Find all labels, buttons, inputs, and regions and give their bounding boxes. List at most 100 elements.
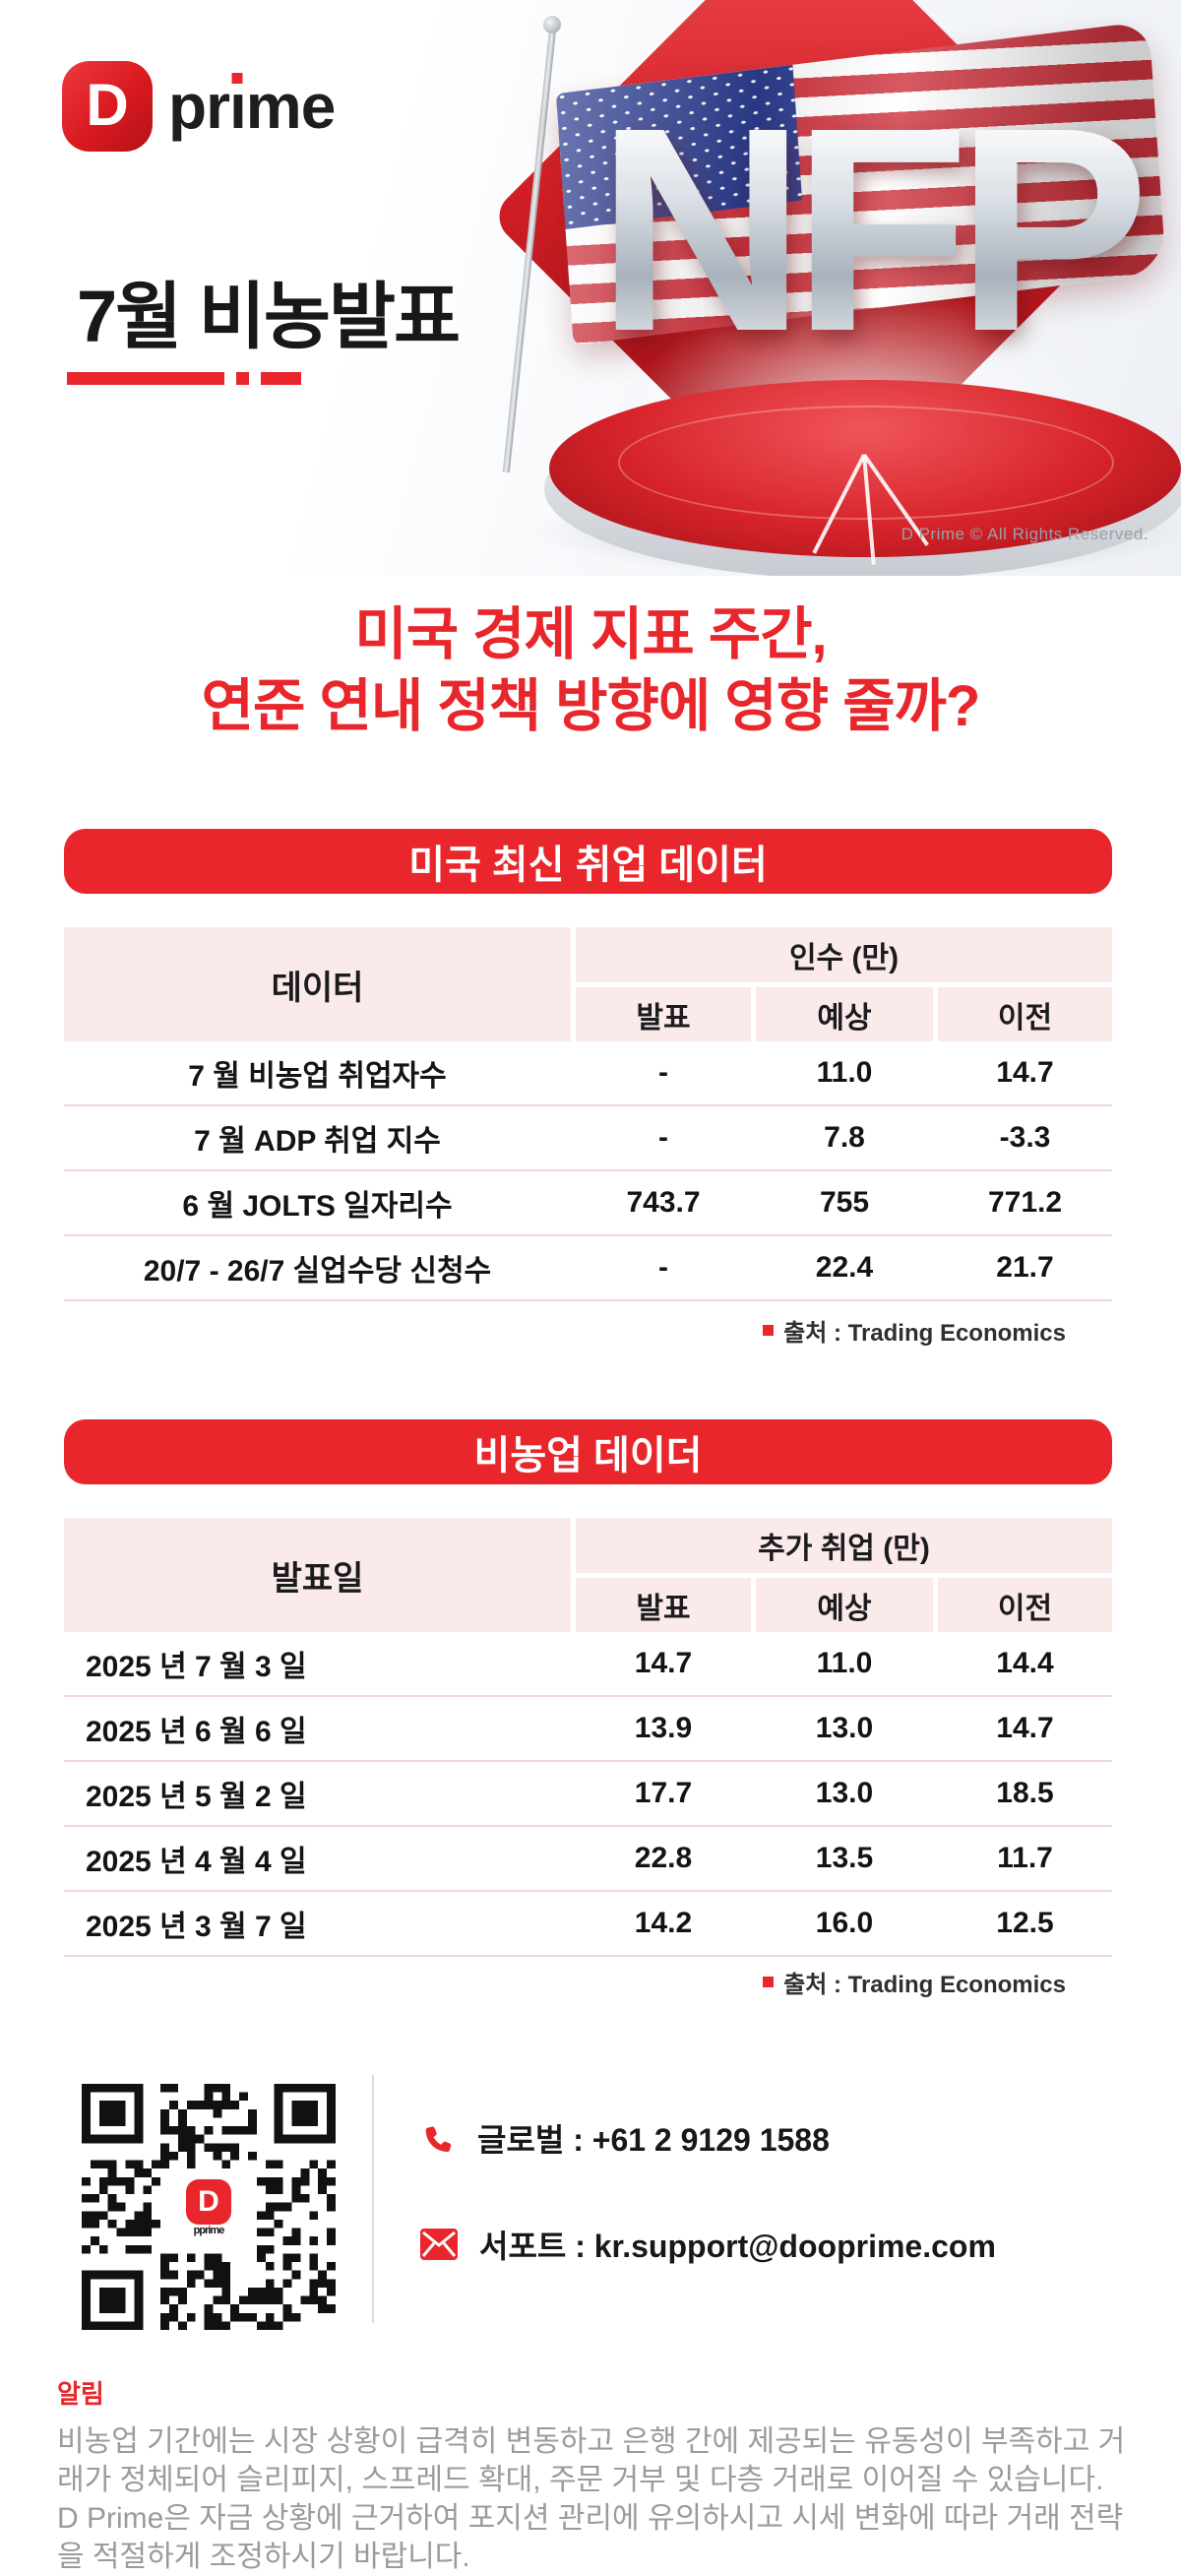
phone-icon [425,2126,452,2152]
hero-section: NFP D pr ı me 7월 비농발표 D Prime © All Rights… [0,0,1181,576]
cell-actual: 743.7 [626,1186,701,1219]
table1-subheader-forecast: 예상 [756,987,933,1041]
flagpole-cap [543,16,561,33]
table2-header: 발표일 추가 취업 (만) 발표 예상 이전 [64,1518,1112,1632]
table1-body: 7 월 비농업 취업자수 - 11.0 14.7 7 월 ADP 취업 지수 -… [64,1041,1112,1301]
cell-forecast: 22.4 [815,1251,874,1284]
cell-forecast: 11.0 [816,1647,873,1679]
dprime-logo: D pr ı me [62,61,336,152]
cell-actual: - [658,1251,668,1284]
qr-center-logo: D pprime [161,2175,256,2238]
main-headline: 미국 경제 지표 주간, 연준 연내 정책 방향에 영향 줄까? [0,598,1181,742]
row-label: 20/7 - 26/7 실업수당 신청수 [143,1255,492,1288]
qr-code: D pprime [82,2084,336,2330]
logo-i-stem: ı [229,71,247,142]
email-address-text: 서포트 : kr.support@dooprime.com [479,2229,996,2264]
table1-subheader-actual: 발표 [576,987,751,1041]
dprime-logo-icon: D [62,61,153,152]
logo-text-post: me [245,71,336,142]
table2-subheader-actual: 발표 [576,1578,751,1632]
email-contact: 서포트 : kr.support@dooprime.com [420,2219,996,2270]
cell-actual: - [658,1121,668,1154]
table2-source: 출처 : Trading Economics [763,1965,1066,1999]
underline-bar [67,372,224,385]
logo-d-letter: D [86,71,129,138]
cell-previous: 14.7 [996,1056,1054,1089]
row-label: 7 월 ADP 취업 지수 [194,1125,441,1158]
cell-previous: 771.2 [987,1186,1063,1219]
table-row: 2025 년 6 월 6 일 13.9 13.0 14.7 [64,1697,1112,1762]
cell-previous: 12.5 [996,1907,1054,1939]
logo-text-pre: pr [168,71,230,142]
disclaimer-paragraph-1: 비농업 기간에는 시장 상황이 급격히 변동하고 은행 간에 제공되는 유동성이… [57,2425,1126,2496]
row-label: 2025 년 6 월 6 일 [86,1716,307,1748]
cell-previous: 21.7 [996,1251,1054,1284]
logo-wordmark: pr ı me [168,70,336,143]
table-row: 2025 년 5 월 2 일 17.7 13.0 18.5 [64,1762,1112,1827]
cell-actual: 22.8 [634,1842,693,1874]
logo-text-i: ı [229,70,247,143]
notice-title: 알림 [57,2379,104,2409]
phone-number-text: 글로벌 : +61 2 9129 1588 [477,2122,830,2158]
source-bullet-icon [763,1325,775,1336]
cell-forecast: 13.0 [815,1712,874,1744]
cell-previous: 11.7 [997,1842,1053,1874]
phone-contact: 글로벌 : +61 2 9129 1588 [420,2112,830,2164]
cell-previous: -3.3 [999,1121,1051,1154]
table1-source: 출처 : Trading Economics [763,1313,1066,1348]
footer-disclaimer: 알림 비농업 기간에는 시장 상황이 급격히 변동하고 은행 간에 제공되는 유… [57,2374,1145,2576]
cell-actual: - [658,1056,668,1089]
table2-body: 2025 년 7 월 3 일 14.7 11.0 14.4 2025 년 6 월… [64,1632,1112,1957]
table2-group-header: 추가 취업 (만) [576,1518,1112,1573]
table-row: 2025 년 4 월 4 일 22.8 13.5 11.7 [64,1827,1112,1892]
table2-subheader-previous: 이전 [938,1578,1112,1632]
source-text: 출처 : Trading Economics [783,1320,1066,1347]
nfp-3d-text: NFP [531,85,1181,375]
row-label: 2025 년 3 월 7 일 [86,1911,307,1943]
cell-actual: 17.7 [634,1777,693,1809]
cell-forecast: 7.8 [824,1121,865,1154]
cell-actual: 13.9 [634,1712,693,1744]
headline-line1: 미국 경제 지표 주간, [354,602,827,666]
cell-actual: 14.2 [634,1907,693,1939]
source-bullet-icon [763,1977,775,1987]
underline-square [236,372,249,385]
table2-subheader-forecast: 예상 [756,1578,933,1632]
row-label: 2025 년 5 월 2 일 [86,1781,307,1813]
cell-previous: 14.7 [996,1712,1054,1744]
cell-forecast: 13.0 [815,1777,874,1809]
row-label: 2025 년 7 월 3 일 [86,1651,307,1683]
podium-ring [618,406,1114,520]
table-row: 2025 년 7 월 3 일 14.7 11.0 14.4 [64,1632,1112,1697]
table1-group-header: 인수 (만) [576,927,1112,982]
qr-logo-caption: pprime [193,2225,225,2236]
qr-logo-d: D [186,2179,231,2225]
underline-bar-short [261,372,301,385]
table1-header: 데이터 인수 (만) 발표 예상 이전 [64,927,1112,1041]
email-icon [420,2229,458,2260]
cell-forecast: 16.0 [815,1907,874,1939]
cell-actual: 14.7 [634,1647,693,1679]
logo-i-dot [231,73,243,84]
copyright-text: D Prime © All Rights Reserved. [901,525,1149,543]
page-title: 7월 비농발표 [77,276,461,357]
row-label: 6 월 JOLTS 일자리수 [182,1190,453,1223]
cell-forecast: 11.0 [816,1056,873,1089]
cell-previous: 18.5 [996,1777,1054,1809]
disclaimer-paragraph-2: D Prime은 자금 상황에 근거하여 포지션 관리에 유의하시고 시세 변화… [57,2502,1124,2573]
table-row: 6 월 JOLTS 일자리수 743.7 755 771.2 [64,1171,1112,1236]
source-text: 출처 : Trading Economics [783,1972,1066,1998]
row-label: 7 월 비농업 취업자수 [188,1060,447,1093]
table1-col-header: 데이터 [64,927,571,1041]
row-label: 2025 년 4 월 4 일 [86,1846,307,1878]
cell-forecast: 13.5 [815,1842,874,1874]
headline-line2: 연준 연내 정책 방향에 영향 줄까? [201,674,981,738]
table2-col-header: 발표일 [64,1518,571,1632]
table-row: 7 월 비농업 취업자수 - 11.0 14.7 [64,1041,1112,1106]
cell-forecast: 755 [819,1186,870,1219]
contact-divider [372,2075,374,2323]
section2-banner: 비농업 데이더 [64,1419,1112,1484]
title-underline [67,372,301,385]
table-row: 7 월 ADP 취업 지수 - 7.8 -3.3 [64,1106,1112,1171]
table-row: 2025 년 3 월 7 일 14.2 16.0 12.5 [64,1892,1112,1957]
